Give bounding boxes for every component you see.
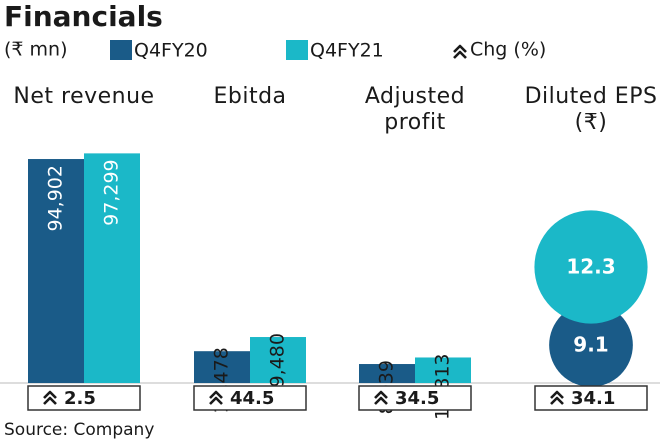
value-label: 12.3 <box>566 255 615 279</box>
legend-label: Q4FY21 <box>310 40 384 62</box>
category-label: Ebitda <box>213 84 287 109</box>
legend-swatch <box>286 40 308 60</box>
change-icon <box>374 390 388 405</box>
change-icon <box>43 390 57 405</box>
unit-label: (₹ mn) <box>4 39 68 61</box>
legend-change-icon <box>453 44 467 59</box>
change-icon <box>209 390 223 405</box>
bar <box>84 153 140 383</box>
change-value: 44.5 <box>230 388 274 409</box>
category-label: Diluted EPS (₹) <box>524 84 658 135</box>
chart-title: Financials <box>4 0 163 33</box>
bubble <box>534 210 648 324</box>
value-label: 97,299 <box>101 159 123 225</box>
change-icon <box>550 390 564 405</box>
change-value: 2.5 <box>64 388 96 409</box>
value-label: 9.1 <box>573 333 608 357</box>
source: Source: Company <box>4 420 154 440</box>
bubble <box>549 303 633 387</box>
bar <box>194 351 250 383</box>
bar <box>359 364 415 383</box>
value-label: 94,902 <box>45 165 67 231</box>
legend-swatch <box>110 40 132 60</box>
change-value: 34.5 <box>395 388 439 409</box>
value-label: 19,480 <box>267 333 289 399</box>
category-label: Adjusted profit <box>364 84 466 135</box>
category-label: Net revenue <box>13 84 155 109</box>
change-box <box>358 385 472 411</box>
legend-label: Chg (%) <box>470 39 546 61</box>
bar <box>415 357 471 383</box>
change-value: 34.1 <box>571 388 615 409</box>
bar <box>28 159 84 383</box>
change-box <box>534 385 648 411</box>
change-box <box>27 385 141 411</box>
change-box <box>193 385 307 411</box>
bar <box>250 337 306 383</box>
legend-label: Q4FY20 <box>134 40 208 62</box>
